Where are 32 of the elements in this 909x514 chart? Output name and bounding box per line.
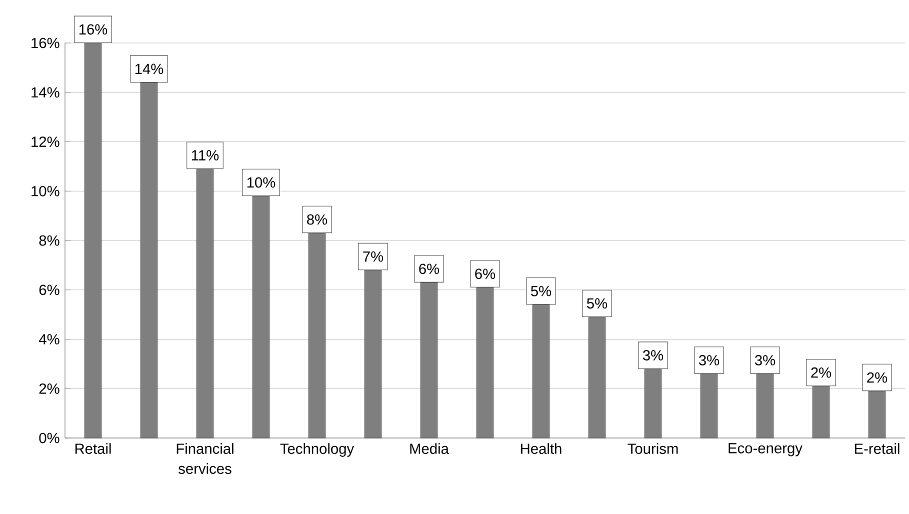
x-tick-label: Retail [75,443,111,454]
y-tick-label: 12% [32,136,60,147]
y-tick-label: 16% [32,38,60,48]
y-tick-label: 8% [39,235,60,246]
data-label: 3% [754,355,776,366]
data-label: 8% [307,214,328,225]
data-label: 10% [247,177,276,188]
data-label: 14% [135,64,164,74]
x-tick-label: Media [410,443,449,454]
data-label: 5% [530,286,552,296]
data-label: 3% [698,355,720,366]
x-tick-label: Eco-energy [728,443,802,456]
y-tick-label: 4% [38,334,60,344]
data-label: 6% [475,268,496,279]
x-tick-label: Financial services [176,443,234,474]
x-tick-label: Tourism [628,443,678,454]
x-tick-label: Health [521,443,562,454]
y-tick-label: 0% [39,432,60,444]
data-label: 6% [419,264,440,274]
data-label: 3% [642,350,664,360]
x-tick-label: Technology [280,443,354,457]
y-tick-label: 14% [32,87,60,98]
y-tick-label: 6% [39,284,60,296]
data-label: 16% [79,24,108,35]
data-label: 5% [586,298,608,309]
y-tick-label: 2% [39,383,60,394]
data-label: 2% [811,367,832,378]
data-label: 7% [363,251,384,262]
y-tick-label: 10% [32,186,60,196]
data-label: 11% [192,150,219,160]
data-label: 2% [867,372,888,383]
x-tick-label: E-retail [854,443,900,454]
